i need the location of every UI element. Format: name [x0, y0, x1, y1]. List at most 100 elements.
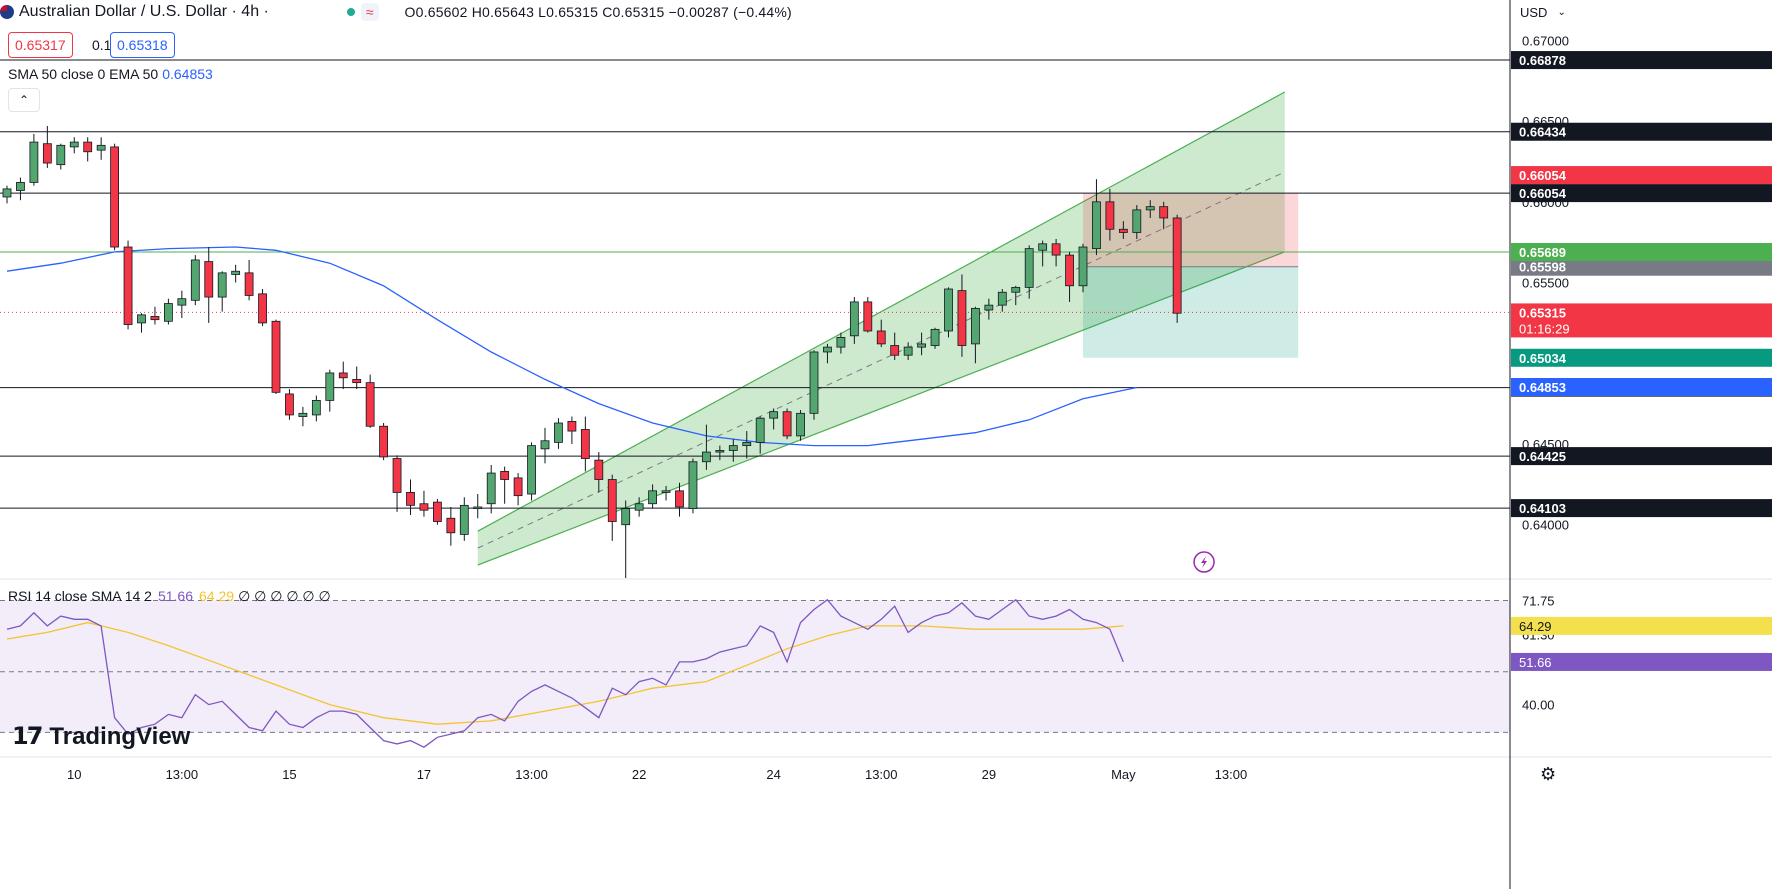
- rsi-indicator-label[interactable]: RSI 14 close SMA 14 2 51.66 64.29 ∅ ∅ ∅ ∅ ∅…: [8, 588, 331, 605]
- candle-body: [217, 272, 227, 298]
- rsi-tick-label: 71.75: [1522, 593, 1555, 608]
- level-tag: 0.64103: [1519, 501, 1566, 516]
- candle-body: [473, 506, 483, 509]
- sma-indicator-label[interactable]: SMA 50 close 0 EMA 50 0.64853: [8, 66, 213, 82]
- candle-body: [823, 346, 832, 353]
- current-price-tag-bg: [1511, 303, 1772, 338]
- candle: [1132, 205, 1142, 239]
- candle: [69, 137, 79, 154]
- candle: [823, 343, 832, 364]
- candle-body: [554, 422, 563, 443]
- candle: [1145, 200, 1155, 218]
- candle-body: [742, 441, 752, 447]
- candle: [365, 374, 375, 428]
- candle: [150, 306, 160, 325]
- candle-body: [944, 288, 953, 332]
- rsi-indicator-text: RSI 14 close SMA 14 2: [8, 588, 152, 604]
- candle: [473, 494, 483, 519]
- candle: [890, 332, 900, 361]
- candle-body: [446, 517, 456, 534]
- ohlc-readout: O0.65602 H0.65643 L0.65315 C0.65315 −0.0…: [404, 4, 792, 20]
- rsi-sma-tag-bg: [1511, 616, 1772, 635]
- candle-body: [1145, 206, 1155, 211]
- candle-body: [984, 304, 994, 311]
- candle: [675, 482, 684, 517]
- candle: [661, 485, 671, 501]
- rsi-sma-line: [6, 621, 1124, 725]
- candle: [16, 177, 25, 201]
- candle-body: [150, 316, 160, 321]
- candle: [163, 298, 173, 325]
- candle: [1118, 221, 1128, 239]
- candle: [876, 319, 886, 348]
- candle-body: [876, 330, 886, 345]
- level-tag: 0.66878: [1519, 53, 1566, 68]
- chart-header: Australian Dollar / U.S. Dollar · 4h · ≈…: [0, 0, 792, 24]
- time-tick-label: 13:00: [1215, 767, 1248, 782]
- candle: [500, 466, 510, 504]
- candle: [285, 389, 294, 420]
- tradingview-logo[interactable]: 𝟭𝟳 TradingView: [12, 722, 190, 751]
- candle-body: [244, 272, 254, 296]
- sell-button[interactable]: 0.65317: [8, 32, 73, 58]
- candle: [459, 497, 469, 541]
- candle-body: [527, 445, 536, 495]
- indicator-pills[interactable]: ≈: [339, 3, 379, 21]
- candle-body: [728, 445, 738, 451]
- candle: [123, 240, 133, 330]
- currency-selector[interactable]: USD ⌄: [1520, 0, 1572, 24]
- currency-label: USD: [1520, 4, 1548, 20]
- wave-icon[interactable]: ≈: [365, 4, 374, 20]
- chevron-down-icon: ⌄: [1557, 6, 1566, 18]
- candle-body: [849, 301, 859, 337]
- chevron-up-icon: ⌃: [18, 93, 30, 107]
- time-tick-label: May: [1111, 767, 1136, 782]
- candle-body: [406, 492, 415, 506]
- candle-body: [271, 320, 281, 393]
- channel-upper-line: [477, 91, 1286, 532]
- candle: [702, 424, 711, 470]
- candle: [836, 332, 846, 354]
- candle: [96, 137, 106, 160]
- market-open-icon: [346, 8, 355, 16]
- spread-value: 0.1: [92, 37, 112, 53]
- time-tick-label: 13:00: [515, 767, 548, 782]
- symbol-title[interactable]: Australian Dollar / U.S. Dollar · 4h ·: [19, 3, 269, 20]
- candle: [379, 423, 389, 461]
- candle-body: [42, 143, 52, 164]
- candle-body: [500, 471, 510, 480]
- axis-tag-bg: [1511, 166, 1772, 185]
- candle: [957, 274, 967, 357]
- candle-body: [123, 246, 133, 325]
- green-level-tag: 0.65689: [1519, 245, 1566, 260]
- candle-body: [836, 337, 846, 348]
- candle-body: [365, 382, 375, 427]
- candle: [688, 458, 698, 514]
- candle: [634, 497, 644, 517]
- candle-body: [540, 440, 550, 450]
- candle-body: [163, 303, 173, 322]
- candle: [83, 137, 93, 162]
- axis-tag-bg: [1511, 257, 1772, 276]
- buy-button[interactable]: 0.65318: [110, 32, 175, 58]
- candle-body: [648, 490, 657, 505]
- candle-body: [890, 345, 900, 356]
- candle-body: [459, 504, 469, 535]
- candle-body: [997, 291, 1007, 306]
- candle-body: [903, 346, 913, 356]
- candle-body: [580, 429, 590, 459]
- candle: [742, 431, 752, 459]
- countdown-tag: 01:16:29: [1519, 321, 1570, 336]
- gear-icon[interactable]: ⚙: [1540, 764, 1557, 784]
- collapse-indicators-button[interactable]: ⌃: [8, 88, 40, 112]
- time-tick-label: 13:00: [166, 767, 199, 782]
- candle: [217, 271, 227, 312]
- candle: [352, 366, 362, 390]
- candle: [648, 484, 657, 509]
- candle-body: [634, 503, 644, 511]
- time-tick-label: 13:00: [865, 767, 898, 782]
- candle: [1051, 238, 1061, 267]
- candle: [244, 259, 254, 301]
- candle-body: [702, 451, 711, 463]
